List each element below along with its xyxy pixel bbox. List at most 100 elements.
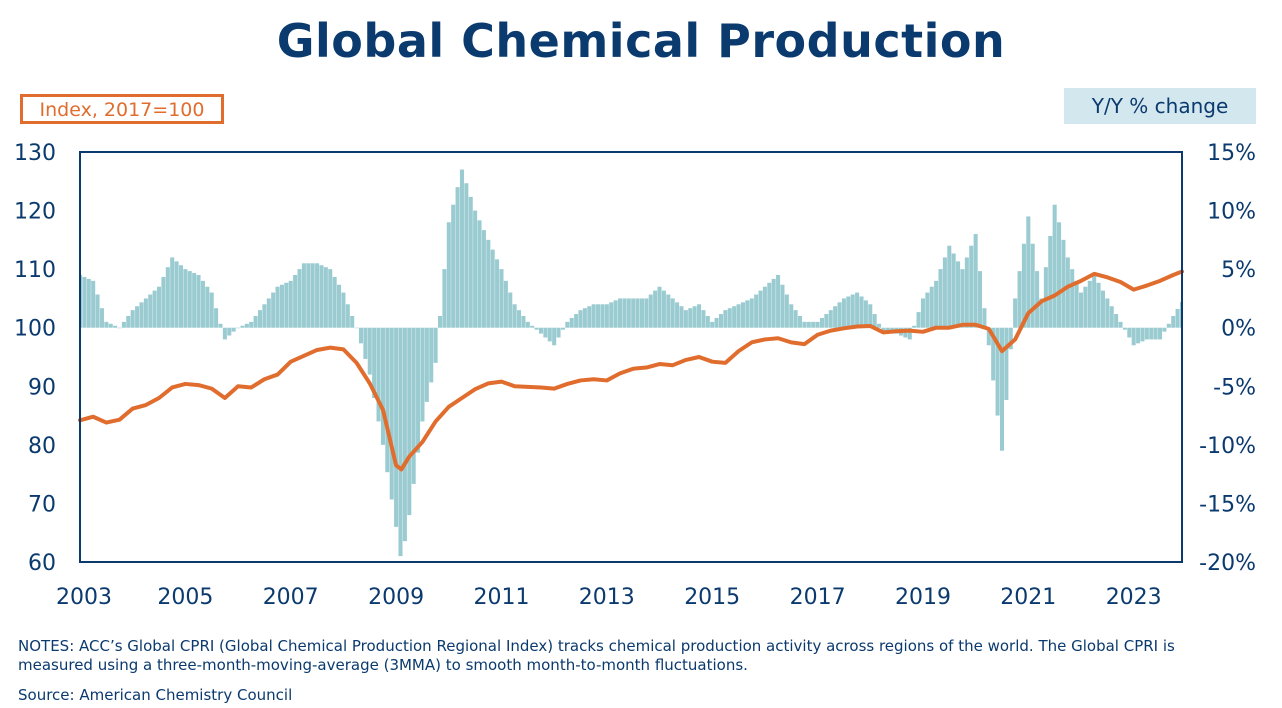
- yoy-bar: [1061, 239, 1066, 328]
- yoy-bar: [1175, 308, 1180, 328]
- yoy-bar: [306, 263, 311, 328]
- yoy-bar: [1131, 327, 1136, 346]
- yoy-bar: [486, 239, 491, 328]
- yoy-bar: [231, 327, 236, 332]
- yoy-bar: [121, 321, 126, 328]
- yoy-bar: [249, 321, 254, 328]
- yoy-bar: [81, 275, 83, 328]
- yoy-bar: [613, 300, 618, 328]
- left-tick-label: 60: [28, 551, 56, 576]
- yoy-bar: [1035, 271, 1040, 328]
- yoy-bar: [394, 327, 399, 527]
- yoy-bar: [982, 308, 987, 328]
- yoy-bar: [358, 327, 363, 344]
- x-tick-label: 2013: [579, 585, 635, 610]
- yoy-bar: [736, 304, 741, 328]
- yoy-bar: [459, 169, 464, 328]
- left-tick-label: 110: [14, 258, 56, 283]
- yoy-bar: [828, 310, 833, 328]
- yoy-bar: [288, 280, 293, 328]
- x-tick-label: 2009: [368, 585, 424, 610]
- yoy-bar: [802, 321, 807, 328]
- yoy-bar: [157, 286, 162, 328]
- yoy-bar: [692, 306, 697, 328]
- yoy-bar: [499, 269, 504, 328]
- yoy-bar: [714, 317, 719, 328]
- yoy-bar: [420, 327, 425, 422]
- plot-frame: [79, 151, 1183, 563]
- yoy-bar: [762, 286, 767, 328]
- yoy-bar: [872, 314, 877, 328]
- yoy-bar: [1136, 327, 1141, 344]
- yoy-bar: [705, 316, 710, 328]
- yoy-bar: [841, 298, 846, 328]
- yoy-bar: [328, 269, 333, 328]
- yoy-bar: [1048, 235, 1053, 328]
- yoy-bar: [697, 304, 702, 328]
- yoy-bar: [468, 196, 473, 328]
- yoy-bar: [969, 245, 974, 328]
- yoy-bar: [345, 304, 350, 328]
- yoy-bar: [587, 306, 592, 328]
- yoy-bar: [995, 327, 1000, 416]
- yoy-bar: [626, 298, 631, 328]
- yoy-bar: [209, 292, 214, 328]
- x-tick-label: 2019: [895, 585, 951, 610]
- x-tick-label: 2005: [157, 585, 213, 610]
- yoy-bar: [701, 310, 706, 328]
- yoy-bar: [565, 321, 570, 328]
- yoy-bar: [964, 257, 969, 328]
- left-tick-label: 80: [28, 434, 56, 459]
- yoy-bar: [631, 298, 636, 328]
- yoy-bar: [591, 304, 596, 328]
- yoy-bar: [815, 321, 820, 328]
- yoy-bar: [1013, 298, 1018, 328]
- yoy-bar: [1162, 327, 1167, 332]
- index-line-layer: [78, 269, 1184, 472]
- yoy-bar: [455, 187, 460, 328]
- yoy-bar: [929, 286, 934, 328]
- right-tick-label: 5%: [1221, 258, 1256, 283]
- yoy-bar: [1074, 280, 1079, 328]
- yoy-bar: [464, 183, 469, 328]
- yoy-bar: [95, 294, 100, 328]
- right-tick-label: -10%: [1199, 434, 1256, 459]
- yoy-bar: [798, 316, 803, 328]
- yoy-bar: [385, 327, 390, 473]
- yoy-bar: [222, 327, 227, 340]
- yoy-bar: [978, 271, 983, 328]
- yoy-bar: [411, 327, 416, 484]
- yoy-bar: [596, 304, 601, 328]
- yoy-bar: [437, 316, 443, 328]
- yoy-bar: [99, 308, 104, 328]
- yoy-bar: [398, 327, 403, 557]
- yoy-bar: [473, 210, 478, 328]
- yoy-bar: [275, 286, 280, 328]
- yoy-bar: [960, 269, 965, 328]
- yoy-bar: [257, 310, 263, 328]
- yoy-bar: [666, 294, 671, 328]
- yoy-bar: [1039, 298, 1044, 328]
- yoy-bar: [1158, 327, 1163, 340]
- yoy-bar: [372, 327, 377, 398]
- yoy-bar: [332, 276, 337, 328]
- yoy-bar: [811, 321, 816, 328]
- yoy-bar: [218, 323, 223, 328]
- x-tick-label: 2023: [1106, 585, 1162, 610]
- yoy-bar: [402, 327, 407, 542]
- yoy-bar: [130, 310, 135, 328]
- yoy-bar: [86, 278, 91, 328]
- yoy-bar: [749, 298, 754, 328]
- yoy-bar: [1153, 327, 1158, 340]
- yoy-bar: [547, 327, 552, 342]
- right-tick-label: 10%: [1207, 200, 1256, 225]
- yoy-bar: [424, 327, 429, 402]
- right-tick-label: 0%: [1221, 317, 1256, 342]
- yoy-bar: [859, 296, 864, 328]
- yoy-bar: [543, 327, 548, 338]
- yoy-bar: [688, 308, 693, 328]
- yoy-bar: [877, 323, 882, 328]
- yoy-bar: [1179, 301, 1181, 328]
- yoy-bar: [776, 275, 781, 328]
